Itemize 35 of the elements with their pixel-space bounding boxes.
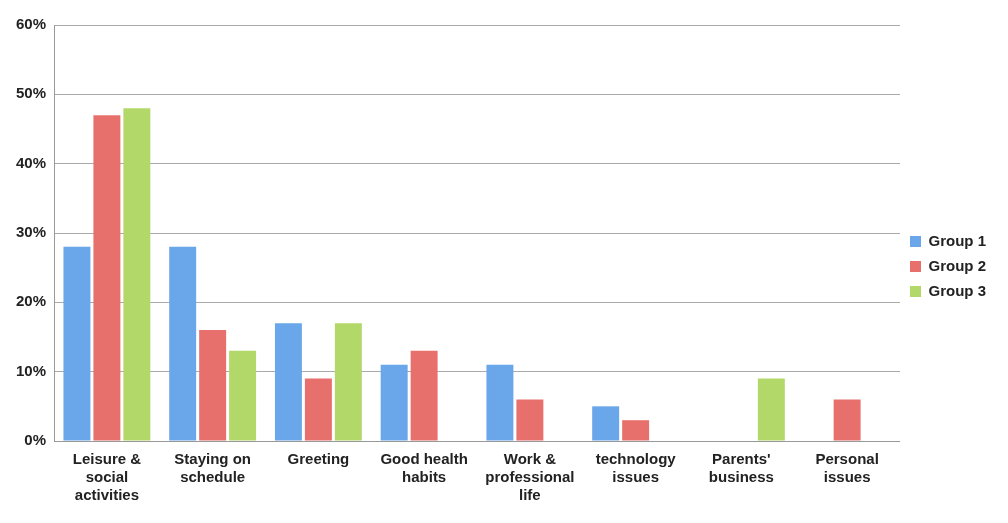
y-tick-label: 30% — [15, 223, 47, 241]
bar — [380, 364, 408, 441]
x-tick-label: Personal issues — [815, 450, 879, 486]
y-tick-label: 10% — [15, 361, 47, 379]
x-tick-label: technology issues — [595, 450, 677, 486]
bar — [592, 406, 620, 441]
y-tick-label: 60% — [15, 15, 47, 33]
x-tick-label: Greeting — [287, 450, 350, 468]
x-tick-label: Good health habits — [380, 450, 468, 486]
bar — [410, 350, 438, 441]
bar — [169, 246, 197, 441]
bar — [199, 330, 227, 441]
bar — [334, 323, 362, 441]
bar — [304, 378, 332, 441]
bar — [833, 399, 861, 441]
bar — [229, 350, 257, 441]
x-tick-label: Parents' business — [708, 450, 774, 486]
y-tick-label: 40% — [15, 153, 47, 171]
legend-label: Group 3 — [928, 281, 987, 299]
legend-label: Group 1 — [928, 231, 987, 249]
legend-label: Group 2 — [928, 256, 987, 274]
y-tick-label: 0% — [24, 431, 47, 449]
bar — [757, 378, 785, 441]
x-tick-label: Staying on schedule — [174, 450, 251, 486]
bar — [622, 420, 650, 441]
bar — [486, 364, 514, 441]
x-tick-label: Leisure & social activities — [72, 450, 142, 504]
bar — [123, 108, 151, 441]
y-tick-label: 20% — [15, 292, 47, 310]
bar — [274, 323, 302, 441]
x-tick-label: Work & professional life — [485, 450, 575, 504]
bar — [93, 115, 121, 441]
bar — [516, 399, 544, 441]
y-tick-label: 50% — [15, 84, 47, 102]
bar — [63, 246, 91, 441]
